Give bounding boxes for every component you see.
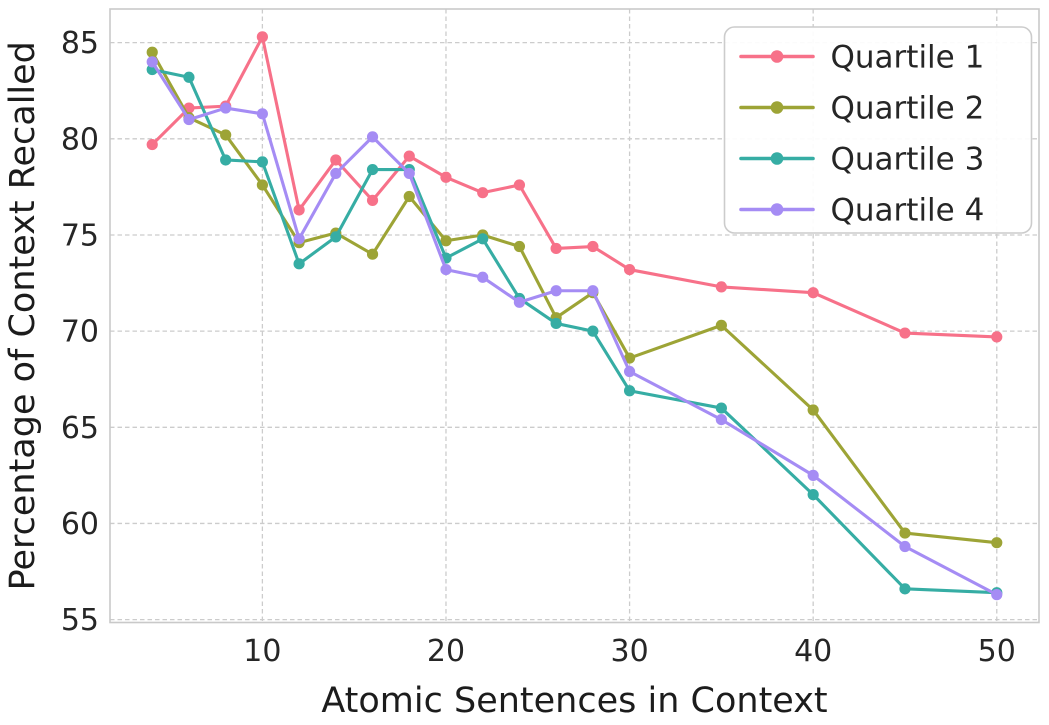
legend-label: Quartile 4: [831, 193, 985, 229]
data-point: [477, 233, 489, 245]
series-line: [150, 68, 999, 595]
data-point: [293, 204, 305, 216]
series-line: [150, 35, 999, 339]
data-point: [403, 167, 415, 180]
data-point: [899, 527, 911, 539]
data-point: [330, 167, 342, 180]
data-point: [899, 327, 911, 339]
legend-marker: [770, 203, 784, 216]
x-tick-label: 10: [243, 634, 281, 669]
data-point: [440, 263, 452, 276]
data-point: [146, 138, 158, 151]
series-line: [150, 50, 999, 545]
legend-item-quartile-1: Quartile 1: [739, 40, 985, 76]
data-point: [403, 150, 415, 162]
data-point: [807, 404, 819, 416]
data-point: [623, 385, 636, 397]
legend: Quartile 1 Quartile 2 Quartile 3 Quartile 4: [723, 26, 1033, 234]
data-point: [587, 325, 599, 337]
y-tick-label: 55: [61, 603, 99, 638]
data-series: [146, 31, 1003, 601]
x-tick-label: 20: [427, 634, 465, 669]
data-point: [220, 102, 232, 114]
data-point: [366, 248, 379, 260]
x-axis-label: Atomic Sentences in Context: [321, 681, 827, 721]
y-tick-label: 85: [61, 26, 99, 61]
legend-marker: [770, 101, 784, 114]
data-point: [807, 469, 819, 481]
data-point: [550, 285, 562, 297]
data-point: [715, 414, 727, 426]
data-point: [715, 319, 727, 331]
data-point: [513, 240, 526, 253]
x-axis-ticks: 10 20 30 40 50: [243, 634, 1016, 669]
data-point: [623, 365, 636, 378]
plot-border: [109, 8, 1040, 624]
data-point: [513, 296, 526, 308]
series-quartile-3: [146, 63, 1003, 599]
data-point: [146, 56, 158, 68]
data-point: [807, 489, 819, 501]
data-point: [715, 281, 727, 293]
data-point: [330, 231, 342, 243]
data-point: [183, 113, 195, 126]
data-point: [366, 194, 379, 206]
y-tick-label: 70: [61, 315, 99, 350]
data-point: [587, 240, 599, 253]
series-quartile-4: [146, 56, 1003, 601]
data-point: [256, 179, 268, 191]
legend-label: Quartile 2: [831, 91, 985, 127]
y-axis-label: Percentage of Context Recalled: [3, 41, 43, 590]
legend-item-quartile-3: Quartile 3: [739, 142, 985, 178]
data-point: [899, 583, 911, 595]
data-point: [587, 285, 599, 297]
data-point: [183, 71, 195, 83]
legend-item-quartile-4: Quartile 4: [739, 193, 985, 229]
y-tick-label: 80: [61, 122, 99, 157]
data-point: [146, 46, 158, 58]
data-point: [293, 233, 305, 245]
legend-label: Quartile 1: [831, 40, 985, 76]
data-point: [440, 235, 452, 247]
data-point: [715, 402, 727, 414]
data-point: [256, 156, 268, 168]
data-point: [293, 258, 305, 270]
series-line: [150, 60, 999, 597]
data-point: [899, 540, 911, 553]
x-tick-label: 30: [610, 634, 648, 669]
data-point: [440, 171, 452, 183]
legend-marker: [770, 50, 784, 63]
data-point: [807, 287, 819, 299]
y-tick-label: 75: [61, 218, 99, 253]
data-point: [256, 108, 268, 120]
legend-item-quartile-2: Quartile 2: [739, 91, 985, 127]
data-point: [550, 317, 562, 330]
data-point: [330, 154, 342, 166]
data-point: [513, 179, 526, 191]
legend-label: Quartile 3: [831, 142, 985, 178]
legend-box: [723, 26, 1033, 234]
data-point: [991, 537, 1003, 549]
data-point: [623, 263, 636, 276]
data-point: [477, 187, 489, 199]
data-point: [220, 129, 232, 141]
data-point: [220, 154, 232, 166]
x-tick-label: 50: [978, 634, 1016, 669]
data-point: [991, 589, 1003, 601]
x-tick-label: 40: [794, 634, 832, 669]
y-axis-ticks: 55 60 65 70 75 80 85: [61, 26, 99, 638]
legend-marker: [770, 152, 784, 165]
data-point: [477, 271, 489, 283]
data-point: [403, 190, 415, 203]
data-point: [623, 352, 636, 364]
data-point: [991, 331, 1003, 343]
data-point: [366, 163, 379, 176]
y-tick-label: 60: [61, 507, 99, 542]
y-tick-label: 65: [61, 411, 99, 446]
data-point: [256, 31, 268, 43]
data-point: [366, 131, 379, 143]
data-point: [550, 242, 562, 255]
